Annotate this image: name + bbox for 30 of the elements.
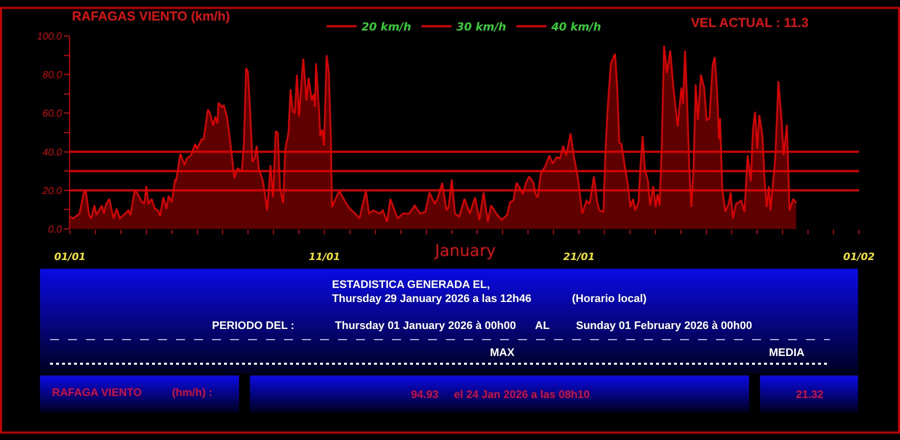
y-tick-label: 80.0 bbox=[42, 70, 62, 82]
x-tick-label: 11/01 bbox=[308, 252, 340, 263]
y-tick-label: 100.0 bbox=[36, 32, 62, 42]
y-tick-label: 40.0 bbox=[42, 147, 62, 158]
text: ESTADISTICA GENERADA EL, bbox=[332, 279, 490, 291]
text: Thursday 29 January 2026 a las 12h46 bbox=[332, 293, 532, 305]
legend-label: 40 km/h bbox=[550, 20, 602, 34]
text: el 24 Jan 2026 a las 08h10 bbox=[454, 389, 590, 401]
y-tick-label: 0.0 bbox=[48, 224, 62, 236]
x-tick-label: 21/01 bbox=[563, 252, 595, 263]
x-tick-label: 01/01 bbox=[54, 252, 86, 263]
text: MAX bbox=[490, 347, 516, 359]
text: Thursday 01 January 2026 à 00h00 bbox=[335, 320, 516, 332]
text: Sunday 01 February 2026 à 00h00 bbox=[576, 320, 752, 332]
text: PERIODO DEL : bbox=[212, 320, 294, 332]
x-axis-title: January bbox=[434, 241, 496, 260]
chart-title: RAFAGAS VIENTO (km/h) bbox=[72, 8, 230, 24]
text: (Horario local) bbox=[572, 293, 647, 305]
text: RAFAGA VIENTO bbox=[52, 387, 142, 399]
legend-label: 20 km/h bbox=[362, 20, 412, 34]
text: AL bbox=[535, 320, 550, 332]
y-tick-label: 20.0 bbox=[42, 186, 62, 197]
text: MEDIA bbox=[769, 347, 804, 359]
text: 94.93 bbox=[411, 389, 439, 401]
legend-label: 30 km/h bbox=[456, 20, 506, 34]
y-tick-label: 60.0 bbox=[42, 108, 62, 120]
text: 21.32 bbox=[796, 389, 824, 401]
x-tick-label: 01/02 bbox=[843, 252, 875, 263]
text: VEL ACTUAL : 11.3 bbox=[691, 15, 809, 30]
text: (hm/h) : bbox=[172, 387, 212, 399]
